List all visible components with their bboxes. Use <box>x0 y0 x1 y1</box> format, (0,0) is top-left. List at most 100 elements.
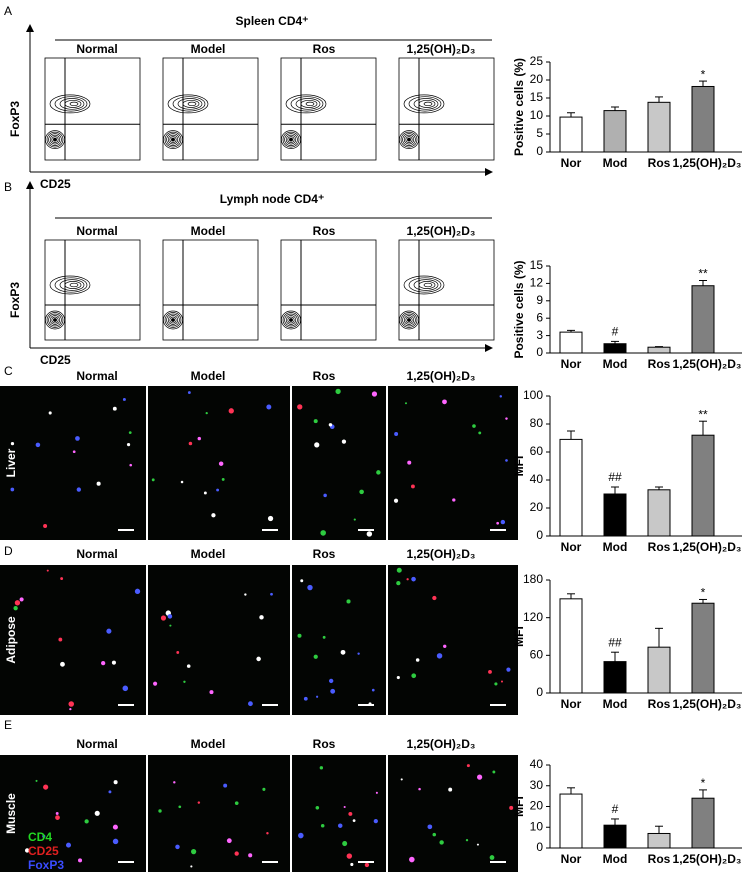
cell <box>256 656 261 662</box>
contour <box>281 130 301 149</box>
cell <box>226 838 232 844</box>
cell <box>128 431 132 435</box>
contour <box>64 281 82 289</box>
contour <box>403 94 445 114</box>
row-label: Muscle <box>4 793 18 834</box>
cell <box>134 588 141 595</box>
micrograph <box>0 565 146 715</box>
contour <box>167 315 179 325</box>
cell <box>489 855 495 860</box>
cell <box>24 848 30 853</box>
cell <box>112 406 117 411</box>
cell <box>69 707 72 711</box>
cell <box>393 498 399 503</box>
cell <box>328 678 334 684</box>
significance-mark: # <box>612 802 619 816</box>
cell <box>298 832 304 839</box>
cell <box>169 624 172 627</box>
x-tick-label: Nor <box>561 357 582 371</box>
contour <box>51 316 59 324</box>
column-label: Normal <box>76 224 117 238</box>
contour <box>172 96 206 112</box>
x-tick-label: 1,25(OH)₂D₃ <box>673 697 742 711</box>
cell <box>106 628 112 634</box>
cell <box>409 856 415 863</box>
cell <box>262 787 266 791</box>
bar <box>647 489 671 537</box>
flow-plot <box>44 57 141 161</box>
contour <box>281 310 301 330</box>
y-tick-label: 15 <box>530 90 544 104</box>
bar <box>559 793 583 849</box>
cell <box>266 832 269 835</box>
cell <box>66 842 71 848</box>
cell <box>183 680 186 683</box>
contour <box>54 96 88 112</box>
cell <box>342 841 348 847</box>
contour <box>167 94 209 114</box>
contour <box>400 131 418 148</box>
row-label: Adipose <box>4 616 18 664</box>
x-tick-label: Nor <box>561 540 582 554</box>
contour <box>289 137 293 142</box>
y-tick-label: 100 <box>523 388 543 402</box>
cell <box>153 681 158 686</box>
panel-label: D <box>4 544 13 558</box>
contour <box>399 310 419 330</box>
cell <box>78 858 83 863</box>
y-axis-label: FoxP3 <box>8 282 22 318</box>
contour <box>187 101 197 107</box>
contour <box>300 99 318 108</box>
contour <box>287 136 295 143</box>
cell <box>84 819 89 824</box>
contour <box>59 98 85 110</box>
cell <box>129 463 133 467</box>
significance-mark: ## <box>608 635 622 649</box>
contour <box>289 318 293 322</box>
cell <box>300 579 304 583</box>
y-tick-label: 10 <box>530 108 544 122</box>
y-tick-label: 30 <box>530 778 544 792</box>
cell <box>19 597 24 602</box>
column-label: Model <box>191 547 226 561</box>
cell <box>396 567 402 573</box>
cell <box>466 764 470 768</box>
cell <box>112 838 119 845</box>
y-tick-label: 10 <box>530 819 544 833</box>
contour <box>402 313 416 327</box>
contour <box>49 315 61 325</box>
cell <box>407 460 412 465</box>
bar <box>691 285 715 354</box>
flow-plot <box>280 239 377 341</box>
x-tick-label: Mod <box>603 697 628 711</box>
column-label: Model <box>191 369 226 383</box>
bar <box>603 661 627 694</box>
significance-mark: * <box>701 586 706 600</box>
legend-entry: CD4 <box>28 830 52 844</box>
cell <box>112 824 118 830</box>
contour <box>53 318 57 322</box>
contour <box>305 101 315 107</box>
x-tick-label: Mod <box>603 540 628 554</box>
bar <box>691 85 715 153</box>
contour <box>284 133 298 146</box>
bar <box>559 438 583 537</box>
cell <box>43 784 49 790</box>
contour <box>163 130 183 149</box>
y-tick-label: 20 <box>530 72 544 86</box>
cell <box>101 660 106 666</box>
cell <box>55 812 59 815</box>
flow-plot <box>162 239 259 341</box>
contour <box>163 310 183 330</box>
column-label: Normal <box>76 547 117 561</box>
micrograph <box>0 386 146 540</box>
cell <box>111 660 116 665</box>
contour <box>290 96 324 112</box>
cell <box>234 801 239 806</box>
cell <box>346 599 351 604</box>
cell <box>330 688 336 694</box>
flow-plot <box>398 239 495 341</box>
cell <box>197 436 201 441</box>
column-label: 1,25(OH)₂D₃ <box>407 737 476 751</box>
y-tick-label: 0 <box>536 528 543 542</box>
